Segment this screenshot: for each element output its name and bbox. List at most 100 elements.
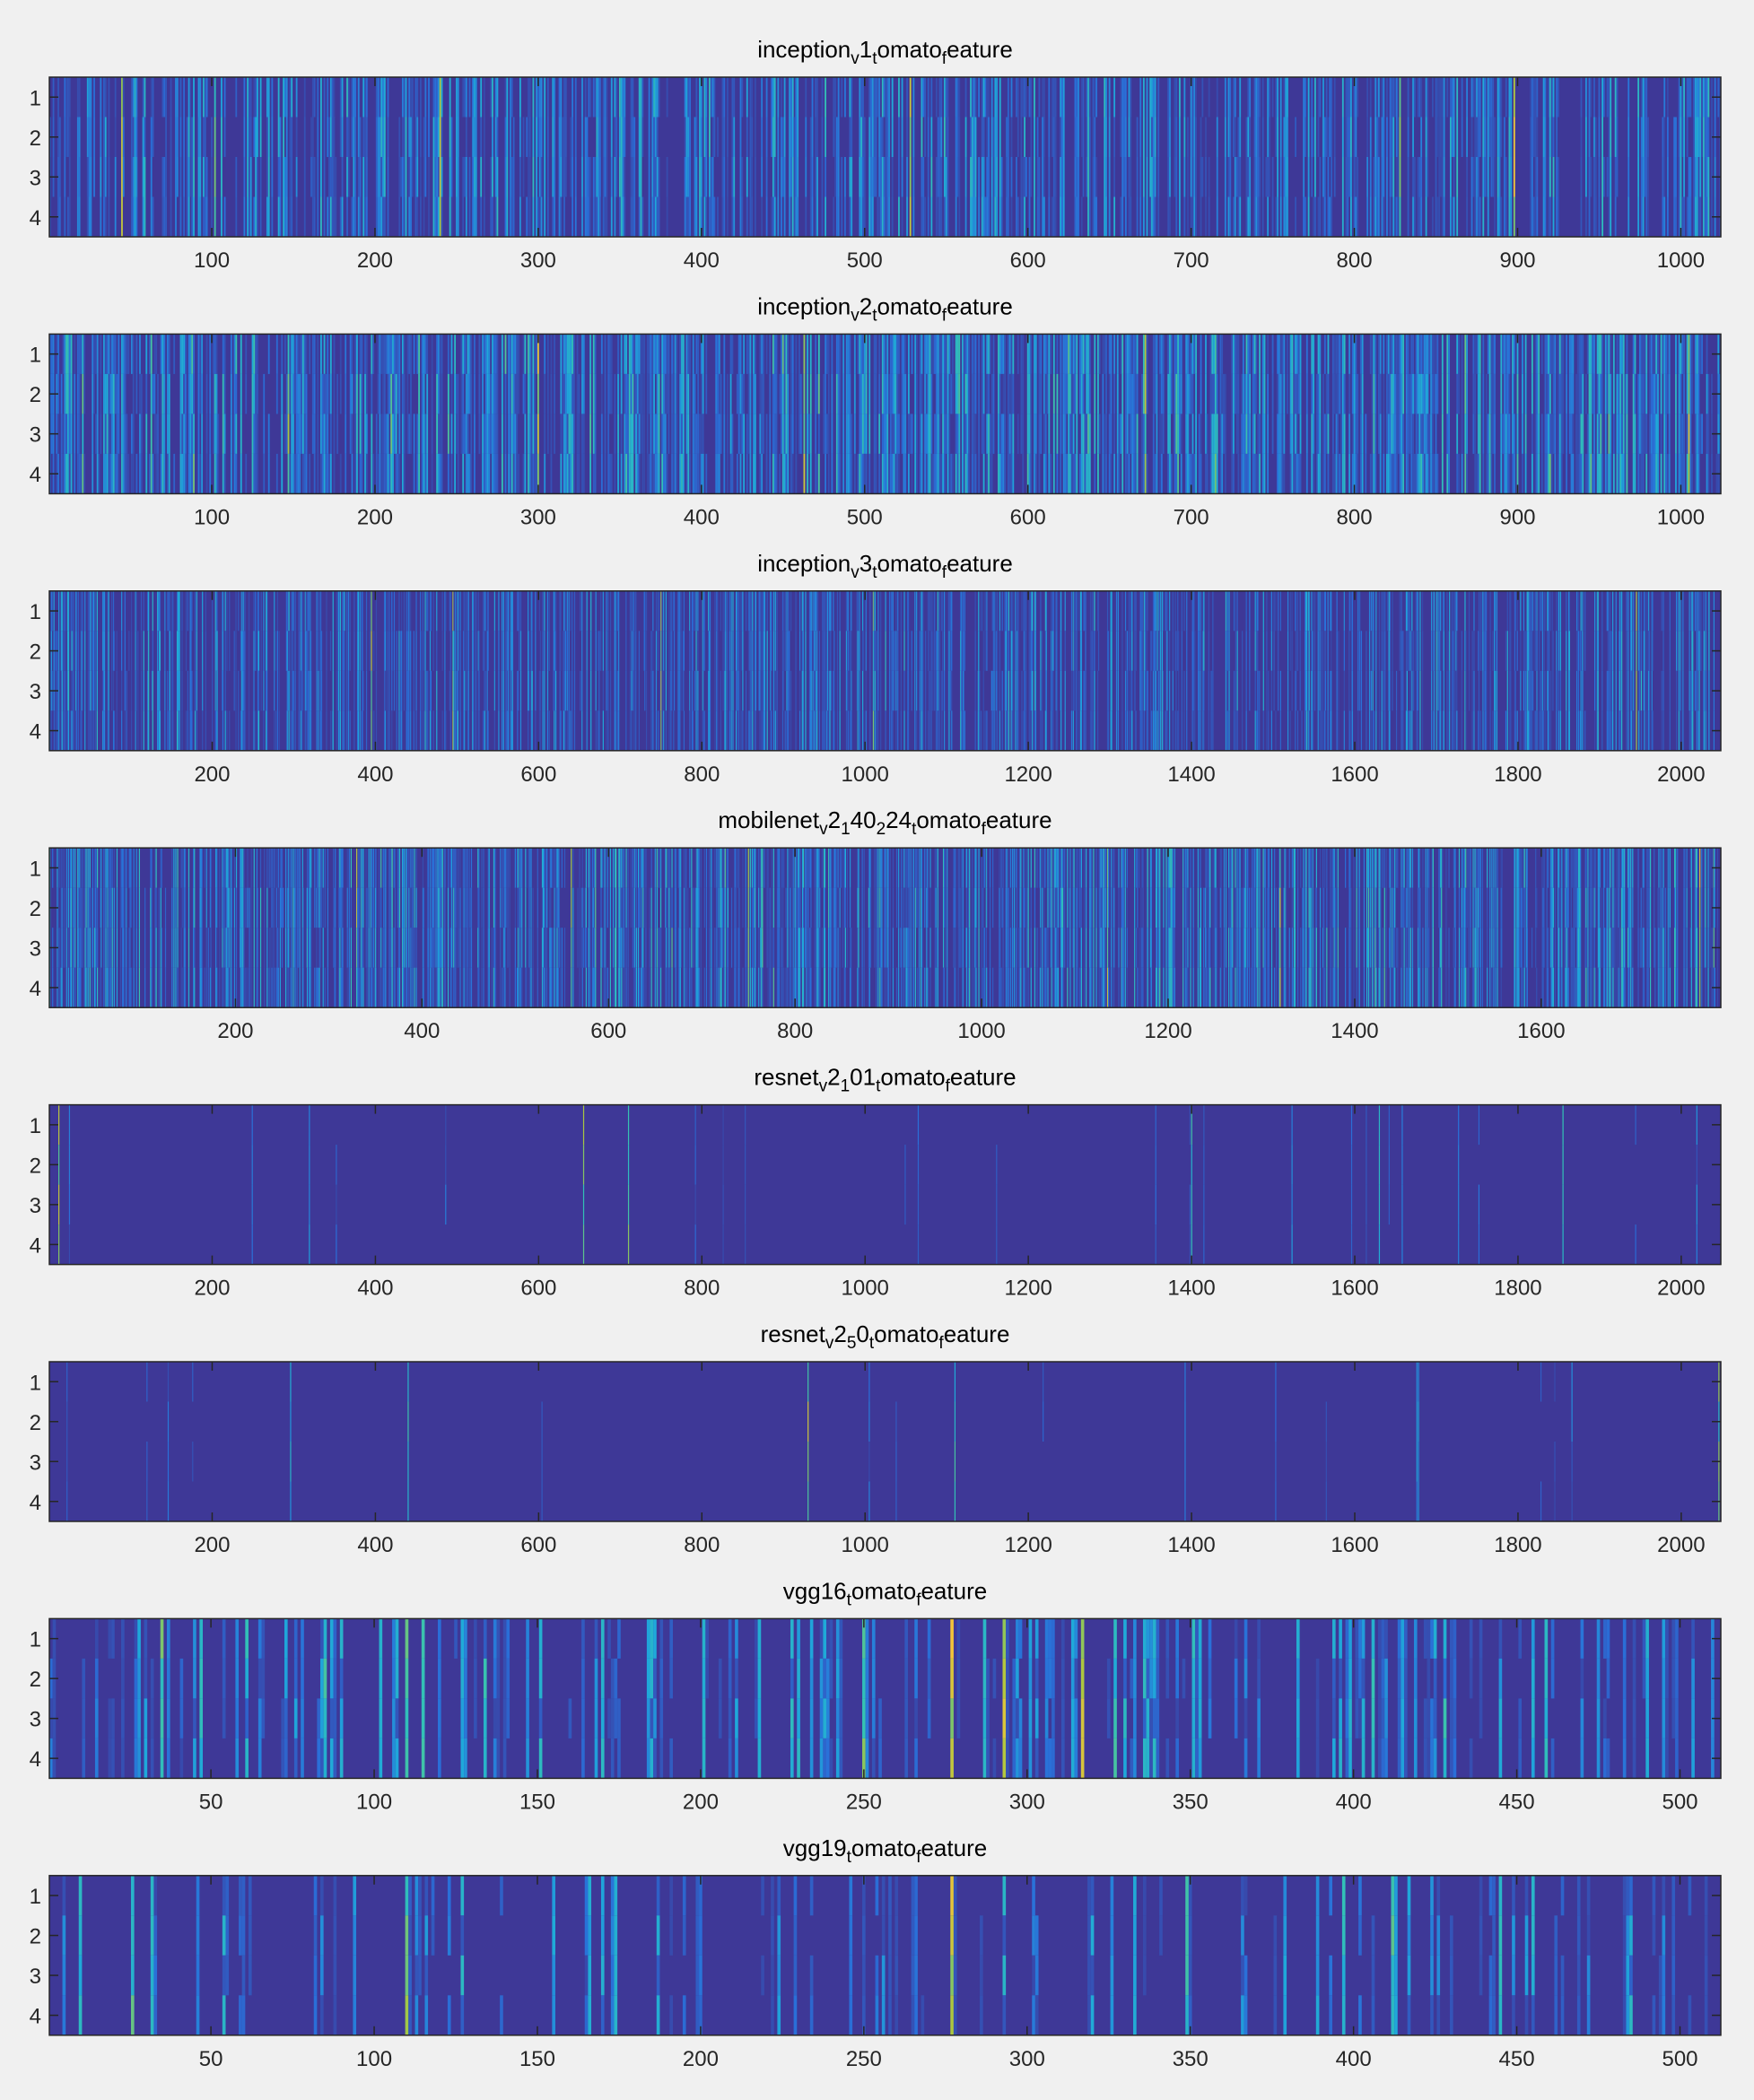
heatmap-cell bbox=[63, 590, 65, 632]
heatmap-cell bbox=[518, 453, 519, 494]
heatmap-cell bbox=[333, 414, 336, 454]
heatmap-cell bbox=[528, 414, 529, 454]
heatmap-cell bbox=[564, 414, 567, 454]
heatmap-cell bbox=[1357, 373, 1359, 414]
heatmap-cell bbox=[537, 117, 539, 157]
heatmap-cell bbox=[1191, 117, 1194, 157]
heatmap-cell bbox=[1247, 453, 1250, 494]
heatmap-cell bbox=[1536, 117, 1539, 157]
heatmap-cell bbox=[1198, 453, 1200, 494]
heatmap-cell bbox=[944, 157, 946, 197]
heatmap-cell bbox=[1663, 196, 1666, 237]
heatmap-cell bbox=[292, 334, 294, 374]
heatmap-cell bbox=[1383, 334, 1385, 374]
heatmap-cell bbox=[496, 334, 499, 374]
heatmap-cell bbox=[1391, 157, 1393, 197]
heatmap-cell bbox=[862, 334, 864, 374]
heatmap-cell bbox=[1693, 196, 1695, 237]
heatmap-cell bbox=[468, 157, 471, 197]
heatmap-cell bbox=[594, 373, 597, 414]
heatmap-cell bbox=[163, 414, 166, 454]
heatmap-cell bbox=[849, 196, 851, 237]
heatmap-cell bbox=[1347, 196, 1349, 237]
heatmap-cell bbox=[930, 453, 933, 494]
heatmap-cell bbox=[907, 453, 910, 494]
heatmap-cell bbox=[423, 196, 425, 237]
heatmap-cell bbox=[217, 414, 220, 454]
heatmap-cell bbox=[630, 373, 633, 414]
heatmap-cell bbox=[1151, 157, 1153, 197]
heatmap-cell bbox=[221, 77, 223, 118]
heatmap-cell bbox=[630, 196, 633, 237]
heatmap-cell bbox=[90, 157, 92, 197]
heatmap-cell bbox=[1640, 373, 1643, 414]
heatmap-cell bbox=[103, 414, 105, 454]
heatmap-cell bbox=[648, 117, 650, 157]
heatmap-cell bbox=[100, 196, 102, 237]
heatmap-cell bbox=[351, 453, 353, 494]
heatmap-cell bbox=[532, 77, 535, 118]
heatmap-cell bbox=[1319, 334, 1322, 374]
heatmap-cell bbox=[1322, 414, 1324, 454]
heatmap-cell bbox=[598, 196, 600, 237]
heatmap-cell bbox=[674, 334, 676, 374]
heatmap-cell bbox=[1449, 117, 1452, 157]
heatmap-cell bbox=[365, 117, 368, 157]
heatmap-cell bbox=[1069, 373, 1071, 414]
heatmap-cell bbox=[1490, 334, 1493, 374]
heatmap-cell bbox=[935, 77, 938, 118]
heatmap-cell bbox=[116, 631, 118, 671]
heatmap-cell bbox=[1464, 334, 1467, 374]
heatmap-cell bbox=[1293, 373, 1296, 414]
heatmap-cell bbox=[259, 77, 262, 118]
heatmap-cell bbox=[963, 453, 965, 494]
heatmap-cell bbox=[1389, 453, 1392, 494]
heatmap-cell bbox=[103, 590, 106, 632]
heatmap-cell bbox=[1560, 334, 1563, 374]
heatmap-cell bbox=[610, 334, 613, 374]
heatmap-cell bbox=[263, 373, 266, 414]
heatmap-cell bbox=[185, 631, 188, 671]
heatmap-cell bbox=[633, 414, 636, 454]
heatmap-cell bbox=[1216, 157, 1218, 197]
heatmap-cell bbox=[1133, 414, 1135, 454]
heatmap-cell bbox=[1508, 77, 1511, 118]
heatmap-cell bbox=[747, 414, 750, 454]
heatmap-cell bbox=[155, 453, 158, 494]
heatmap-cell bbox=[947, 453, 949, 494]
heatmap-cell bbox=[817, 414, 820, 454]
heatmap-cell bbox=[1644, 414, 1646, 454]
heatmap-cell bbox=[1381, 196, 1383, 237]
heatmap-cell bbox=[1601, 77, 1604, 118]
heatmap-cell bbox=[1673, 117, 1676, 157]
heatmap-cell bbox=[950, 453, 953, 494]
heatmap-cell bbox=[345, 453, 347, 494]
heatmap-cell bbox=[299, 334, 301, 374]
heatmap-cell bbox=[572, 414, 574, 454]
heatmap-cell bbox=[1490, 77, 1493, 118]
heatmap-cell bbox=[825, 117, 826, 157]
heatmap-cell bbox=[753, 414, 755, 454]
heatmap-cell bbox=[434, 157, 437, 197]
heatmap-cell bbox=[456, 196, 458, 237]
heatmap-cell bbox=[1187, 453, 1189, 494]
heatmap-cell bbox=[1536, 373, 1539, 414]
heatmap-cell bbox=[423, 414, 425, 454]
heatmap-cell bbox=[235, 334, 238, 374]
heatmap-cell bbox=[387, 117, 389, 157]
heatmap-cell bbox=[1666, 117, 1669, 157]
heatmap-cell bbox=[554, 157, 555, 197]
heatmap-cell bbox=[974, 453, 977, 494]
heatmap-cell bbox=[1084, 334, 1086, 374]
heatmap-cell bbox=[835, 414, 838, 454]
heatmap-cell bbox=[103, 77, 105, 118]
heatmap-cell bbox=[263, 414, 266, 454]
heatmap-cell bbox=[563, 373, 565, 414]
heatmap-cell bbox=[1124, 453, 1127, 494]
heatmap-cell bbox=[382, 414, 384, 454]
heatmap-cell bbox=[1417, 373, 1419, 414]
heatmap-cell bbox=[183, 334, 186, 374]
heatmap-cell bbox=[1357, 157, 1359, 197]
heatmap-cell bbox=[354, 453, 357, 494]
heatmap-cell bbox=[87, 710, 89, 751]
